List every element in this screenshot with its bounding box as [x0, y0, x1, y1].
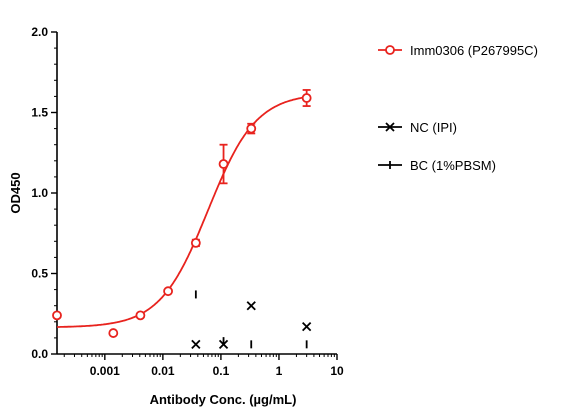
data-marks	[52, 89, 312, 349]
data-point-imm0306	[108, 328, 119, 338]
data-point-nc	[246, 301, 256, 311]
data-point-imm0306	[190, 238, 201, 248]
x-tick-label: 10	[330, 364, 344, 378]
x-tick-label: 1	[276, 364, 283, 378]
data-point-imm0306	[135, 310, 146, 321]
legend-entry: Imm0306 (P267995C)	[378, 43, 538, 58]
axes: 0.0 0.5 1.0 1.5 2.0 0.001 0.01 0.1 1 10	[31, 25, 344, 378]
y-tick-label: 2.0	[31, 25, 48, 39]
data-point-nc	[191, 339, 201, 349]
data-point-nc	[302, 321, 312, 332]
fit-curves	[57, 96, 307, 328]
legend-marker-x	[385, 122, 395, 132]
data-point-imm0306	[301, 93, 312, 103]
y-tick-label: 0.0	[31, 347, 48, 361]
x-tick-label: 0.1	[213, 364, 230, 378]
data-point-imm0306	[218, 159, 229, 169]
data-point-imm0306	[246, 123, 257, 134]
y-axis-title: OD450	[8, 172, 23, 213]
legend-entry: NC (IPI)	[378, 120, 457, 135]
legend-label: NC (IPI)	[410, 120, 457, 135]
x-tick-label: 0.001	[90, 364, 120, 378]
legend-entry: BC (1%PBSM)	[378, 158, 496, 173]
legend-label: Imm0306 (P267995C)	[410, 43, 538, 58]
x-axis-title: Antibody Conc. (µg/mL)	[150, 392, 297, 407]
y-tick-label: 1.0	[31, 186, 48, 200]
x-tick-label: 0.01	[151, 364, 175, 378]
data-point-imm0306	[52, 310, 62, 321]
legend-label: BC (1%PBSM)	[410, 158, 496, 173]
y-tick-label: 0.5	[31, 267, 48, 281]
y-tick-label: 1.5	[31, 106, 48, 120]
fit-curve-imm0306	[57, 96, 307, 328]
legend: Imm0306 (P267995C) NC (IPI) BC (1%PBSM)	[378, 43, 538, 173]
data-point-imm0306	[163, 286, 173, 297]
legend-marker-circle	[385, 45, 395, 55]
axis-labels: Antibody Conc. (µg/mL) OD450	[8, 172, 296, 407]
